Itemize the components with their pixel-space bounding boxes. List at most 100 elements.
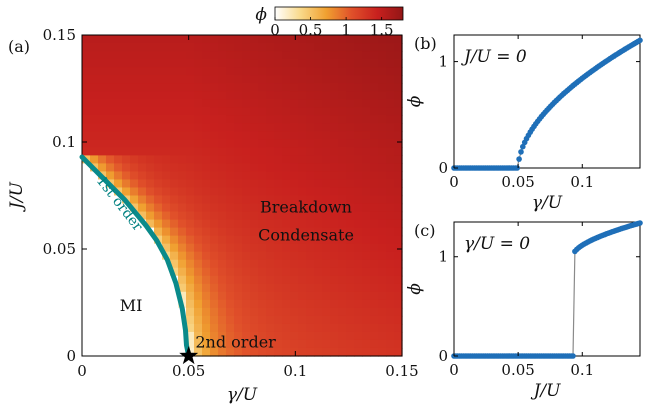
heatmap-cell <box>330 331 339 341</box>
heatmap-cell <box>362 267 371 277</box>
heatmap-cell <box>82 171 91 181</box>
heatmap-cell <box>202 163 211 173</box>
heatmap-cell <box>138 267 147 277</box>
heatmap-cell <box>162 211 171 221</box>
heatmap-cell <box>98 35 107 44</box>
heatmap-cell <box>282 75 291 84</box>
heatmap-cell <box>170 235 179 245</box>
heatmap-cell <box>258 35 267 44</box>
heatmap-cell <box>146 155 155 165</box>
heatmap-cell <box>306 75 315 84</box>
heatmap-cell <box>346 291 355 301</box>
heatmap-cell <box>130 171 139 181</box>
heatmap-cell <box>98 299 107 309</box>
heatmap-cell <box>322 187 331 197</box>
heatmap-cell <box>146 235 155 245</box>
heatmap-cell <box>154 75 163 84</box>
heatmap-cell <box>282 315 291 325</box>
heatmap-cell <box>114 211 123 221</box>
heatmap-cell <box>346 339 355 349</box>
heatmap-cell <box>322 235 331 245</box>
heatmap-cell <box>242 235 251 245</box>
heatmap-cell <box>202 99 211 108</box>
heatmap-cell <box>106 347 115 357</box>
heatmap-cell <box>394 51 403 60</box>
heatmap-cell <box>298 83 307 92</box>
heatmap-cell <box>106 203 115 213</box>
x-tick-label: 0 <box>77 362 87 380</box>
heatmap-cell <box>314 155 323 165</box>
heatmap-cell <box>218 315 227 325</box>
heatmap-cell <box>170 139 179 148</box>
heatmap-cell <box>178 163 187 173</box>
heatmap-cell <box>362 299 371 309</box>
heatmap-cell <box>90 347 99 357</box>
heatmap-cell <box>290 171 299 181</box>
heatmap-cell <box>186 99 195 108</box>
heatmap-cell <box>218 339 227 349</box>
heatmap-cell <box>306 211 315 221</box>
heatmap-cell <box>250 251 259 261</box>
heatmap-cell <box>98 75 107 84</box>
heatmap-cell <box>122 155 131 165</box>
heatmap-cell <box>234 227 243 237</box>
heatmap-cell <box>394 59 403 68</box>
heatmap-cell <box>218 211 227 221</box>
critical-point-star-icon <box>179 346 199 365</box>
panel-c-ylabel: ϕ <box>405 283 425 295</box>
y-tick-label: 0.15 <box>43 26 76 44</box>
heatmap-cell <box>330 347 339 357</box>
heatmap-cell <box>250 59 259 68</box>
heatmap-cell <box>386 123 395 132</box>
heatmap-cell <box>330 283 339 293</box>
heatmap-cell <box>82 163 91 173</box>
heatmap-cell <box>82 67 91 76</box>
heatmap-cell <box>250 299 259 309</box>
heatmap-cell <box>258 59 267 68</box>
heatmap-cell <box>370 267 379 277</box>
heatmap-cell <box>394 243 403 253</box>
heatmap-cell <box>338 267 347 277</box>
heatmap-cell <box>210 75 219 84</box>
heatmap-cell <box>146 299 155 309</box>
heatmap-cell <box>322 291 331 301</box>
heatmap-cell <box>114 243 123 253</box>
heatmap-cell <box>394 323 403 333</box>
heatmap-cell <box>282 243 291 253</box>
heatmap-cell <box>258 227 267 237</box>
heatmap-cell <box>98 339 107 349</box>
panel-b-ticks: 0 0.05 0.101 <box>438 35 640 191</box>
heatmap-cell <box>210 251 219 261</box>
heatmap-cell <box>282 339 291 349</box>
heatmap-cell <box>138 259 147 269</box>
heatmap-cell <box>386 83 395 92</box>
heatmap-cell <box>194 51 203 60</box>
heatmap-cell <box>218 227 227 237</box>
heatmap-cell <box>186 307 195 317</box>
heatmap-cell <box>146 51 155 60</box>
heatmap-cell <box>146 131 155 140</box>
heatmap-cell <box>338 219 347 229</box>
heatmap-cell <box>154 331 163 341</box>
heatmap-cell <box>162 195 171 205</box>
heatmap-cell <box>258 299 267 309</box>
heatmap-cell <box>378 83 387 92</box>
heatmap-cell <box>282 267 291 277</box>
panel-b-legend: J/U = 0 <box>461 47 527 67</box>
heatmap-cell <box>154 299 163 309</box>
heatmap-cell <box>250 347 259 357</box>
heatmap-cell <box>170 195 179 205</box>
heatmap-cell <box>114 35 123 44</box>
heatmap-cell <box>250 187 259 197</box>
heatmap-cell <box>114 275 123 285</box>
heatmap-cell <box>330 195 339 205</box>
heatmap-cell <box>338 251 347 261</box>
heatmap-cell <box>338 163 347 173</box>
heatmap-cell <box>122 211 131 221</box>
heatmap-cell <box>226 139 235 148</box>
heatmap-cell <box>138 59 147 68</box>
heatmap-cell <box>234 331 243 341</box>
heatmap-cell <box>106 331 115 341</box>
heatmap-cell <box>314 187 323 197</box>
heatmap-cell <box>226 51 235 60</box>
